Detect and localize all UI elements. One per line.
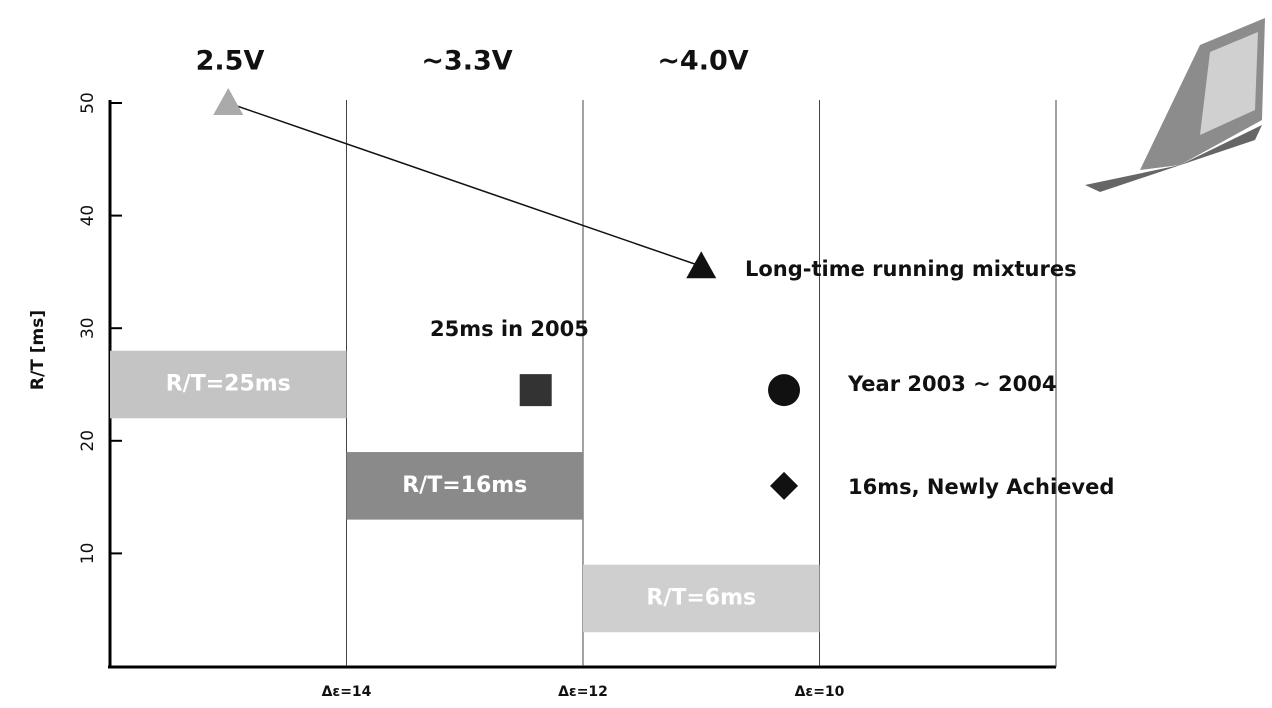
legend-label: 25ms in 2005 bbox=[430, 317, 589, 341]
triangle-marker bbox=[686, 251, 716, 278]
y-axis-title: R/T [ms] bbox=[28, 310, 48, 390]
voltage-label: 2.5V bbox=[196, 46, 265, 77]
band-label: R/T=16ms bbox=[402, 473, 527, 498]
band-label: R/T=25ms bbox=[166, 372, 291, 397]
circle-marker bbox=[768, 374, 800, 406]
x-tick-label: Δε=10 bbox=[795, 684, 845, 700]
x-tick-label: Δε=12 bbox=[558, 684, 608, 700]
x-tick-label: Δε=14 bbox=[322, 684, 372, 700]
triangle-marker bbox=[213, 88, 243, 115]
legend-label: Long-time running mixtures bbox=[745, 257, 1077, 281]
y-tick-label: 30 bbox=[78, 317, 98, 339]
voltage-label: ~3.3V bbox=[421, 46, 512, 77]
series-line bbox=[228, 103, 701, 266]
y-tick-label: 20 bbox=[78, 430, 98, 452]
diamond-marker bbox=[770, 472, 798, 500]
voltage-label: ~4.0V bbox=[657, 46, 748, 77]
y-tick-label: 10 bbox=[78, 543, 98, 565]
legend-label: 16ms, Newly Achieved bbox=[848, 475, 1114, 499]
chart: R/T [ms] 10 20 30 40 50 Δε=14 Δε=12 Δε=10 2.5V ~3… bbox=[0, 0, 1272, 708]
square-marker bbox=[520, 374, 552, 406]
laptop-icon bbox=[1085, 18, 1265, 192]
band-label: R/T=6ms bbox=[646, 585, 756, 610]
y-tick-label: 50 bbox=[78, 92, 98, 114]
legend-label: Year 2003 ~ 2004 bbox=[847, 372, 1056, 396]
y-tick-label: 40 bbox=[78, 205, 98, 227]
